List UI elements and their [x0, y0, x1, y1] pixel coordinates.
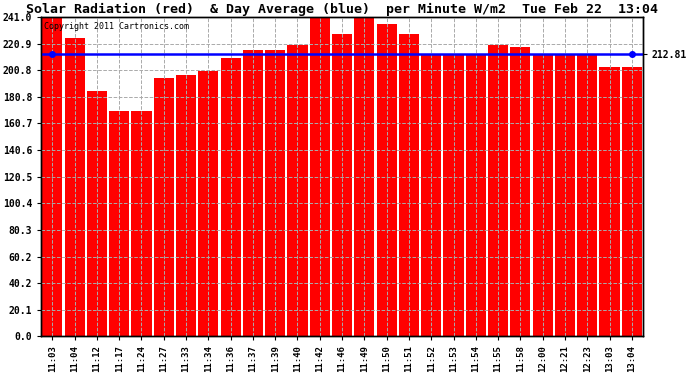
Bar [511, 48, 531, 336]
Bar [600, 68, 620, 336]
Bar [355, 17, 375, 336]
Bar [466, 56, 486, 336]
Bar [488, 45, 508, 336]
Title: Solar Radiation (red)  & Day Average (blue)  per Minute W/m2  Tue Feb 22  13:04: Solar Radiation (red) & Day Average (blu… [26, 3, 658, 16]
Bar [176, 75, 196, 336]
Bar [243, 50, 263, 336]
Bar [288, 45, 308, 336]
Bar [198, 71, 218, 336]
Bar [377, 24, 397, 336]
Bar [265, 50, 285, 336]
Bar [87, 91, 107, 336]
Bar [421, 56, 441, 336]
Bar [399, 34, 419, 336]
Bar [555, 56, 575, 336]
Bar [533, 56, 553, 336]
Bar [310, 17, 330, 336]
Text: Copyright 2011 Cartronics.com: Copyright 2011 Cartronics.com [44, 22, 189, 31]
Bar [109, 111, 129, 336]
Bar [42, 17, 62, 336]
Bar [221, 58, 241, 336]
Bar [332, 34, 352, 336]
Bar [578, 56, 598, 336]
Bar [154, 78, 174, 336]
Bar [132, 111, 152, 336]
Bar [622, 68, 642, 336]
Bar [65, 38, 85, 336]
Bar [444, 56, 464, 336]
